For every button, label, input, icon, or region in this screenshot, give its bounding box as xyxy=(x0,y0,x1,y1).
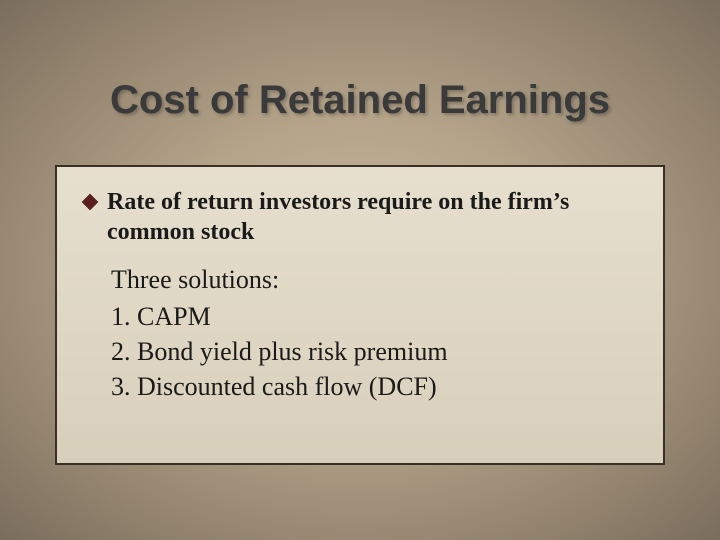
solutions-list: Three solutions: 1. CAPM 2. Bond yield p… xyxy=(111,265,639,404)
list-item: 1. CAPM xyxy=(111,299,639,334)
diamond-bullet-icon xyxy=(81,193,99,211)
list-heading: Three solutions: xyxy=(111,265,639,295)
slide-title: Cost of Retained Earnings xyxy=(0,78,720,123)
list-item: 3. Discounted cash flow (DCF) xyxy=(111,369,639,404)
bullet-text: Rate of return investors require on the … xyxy=(107,187,639,247)
slide: Cost of Retained Earnings Rate of return… xyxy=(0,0,720,540)
list-item: 2. Bond yield plus risk premium xyxy=(111,334,639,369)
bullet-row: Rate of return investors require on the … xyxy=(81,187,639,247)
content-box: Rate of return investors require on the … xyxy=(55,165,665,465)
